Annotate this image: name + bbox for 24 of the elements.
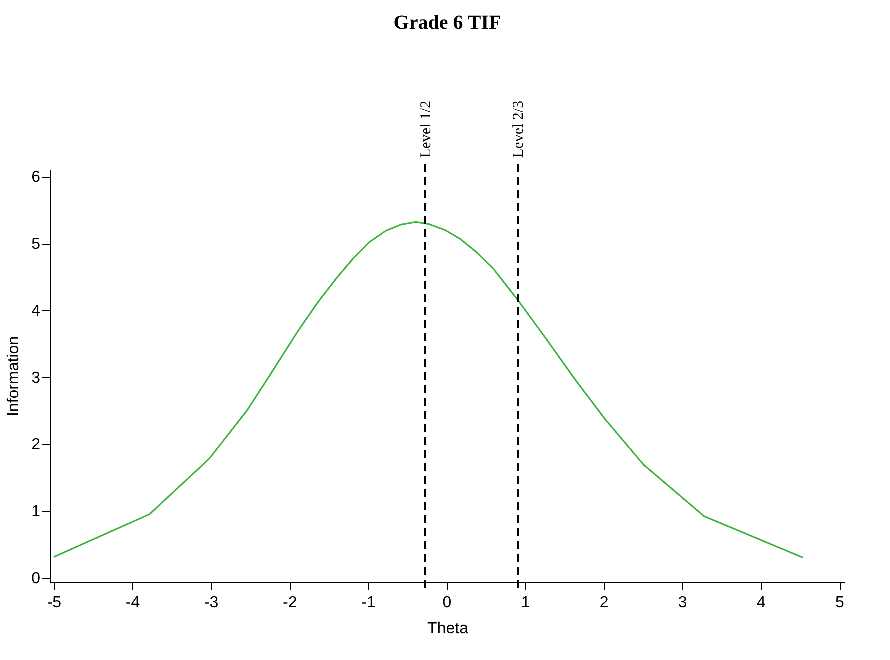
x-tick-label: -4 [126,594,140,612]
x-tick-label: -5 [47,594,62,612]
x-tick-label: 4 [756,594,766,612]
y-tick-label: 3 [32,370,41,387]
x-tick-label: -3 [204,594,219,612]
x-tick-label: -1 [362,594,376,612]
y-axis-title: Information [6,336,23,417]
x-tick-label: 5 [836,594,845,612]
ref-line-label: Level 1/2 [418,100,435,158]
x-tick-label: 2 [600,594,609,612]
x-tick-label: -2 [282,594,298,612]
y-tick-label: 4 [32,302,41,320]
x-tick-label: 3 [678,594,688,612]
chart-title: Grade 6 TIF [394,12,502,34]
line-series [53,221,804,559]
x-tick-label: 1 [521,594,530,612]
ref-line-label: Level 2/3 [511,100,528,158]
x-axis-title: Theta [428,620,469,638]
y-tick-label: 0 [32,570,41,588]
y-tick-label: 6 [32,169,41,186]
y-tick-label: 1 [32,504,41,521]
y-tick-label: 2 [32,436,41,454]
y-tick-label: 5 [32,236,41,254]
x-tick-label: 0 [442,594,452,612]
